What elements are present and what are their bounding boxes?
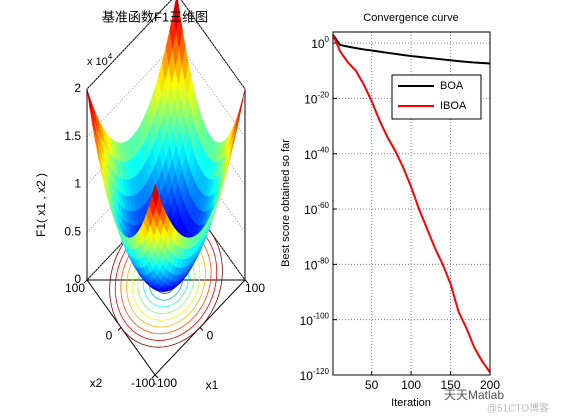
legend-label: BOA (440, 80, 464, 92)
x-axis-label: Iteration (391, 397, 431, 409)
x-tick (199, 327, 204, 331)
y-tick (117, 327, 122, 331)
chart-title: Convergence curve (363, 12, 458, 24)
y-axis-label: Best score obtained so far (280, 139, 292, 267)
z-tick-label: 2 (74, 81, 81, 95)
watermark: @51CTO博客 (487, 402, 549, 415)
z-multiplier: x 104 (87, 52, 113, 68)
surface-patch (151, 183, 159, 208)
series-line (332, 34, 491, 373)
x-tick (154, 374, 159, 379)
z-tick-label: 1 (74, 177, 81, 191)
chart-title: 基准函数F1三维图 (102, 9, 208, 24)
series-line (332, 34, 491, 65)
y-axis-label: x2 (90, 376, 103, 390)
z-tick-label: 0.5 (64, 224, 81, 238)
x-tick-label: 150 (441, 378, 461, 392)
x-tick-label: 0 (207, 329, 214, 343)
x-axis-label: x1 (206, 378, 219, 392)
x-tick-label: -100 (153, 376, 177, 390)
y-tick (151, 374, 156, 379)
legend-box (391, 74, 482, 120)
x-tick-label: 100 (401, 378, 421, 392)
z-axis-label: F1( x1 , x2 ) (34, 173, 48, 237)
z-tick-label: 1.5 (64, 129, 81, 143)
legend-label: IBOA (440, 100, 467, 112)
z-tick-label: 0 (74, 272, 81, 286)
y-tick-label: 100 (65, 281, 85, 295)
y-tick-label: -100 (131, 376, 155, 390)
axes-box (332, 31, 491, 376)
x-tick (244, 279, 249, 284)
y-tick (83, 279, 88, 284)
y-tick-label: 0 (106, 329, 113, 343)
x-tick-label: 200 (480, 378, 500, 392)
x-tick-label: 100 (245, 281, 265, 295)
watermark: 天天Matlab (444, 388, 504, 402)
x-tick-label: 50 (365, 378, 379, 392)
